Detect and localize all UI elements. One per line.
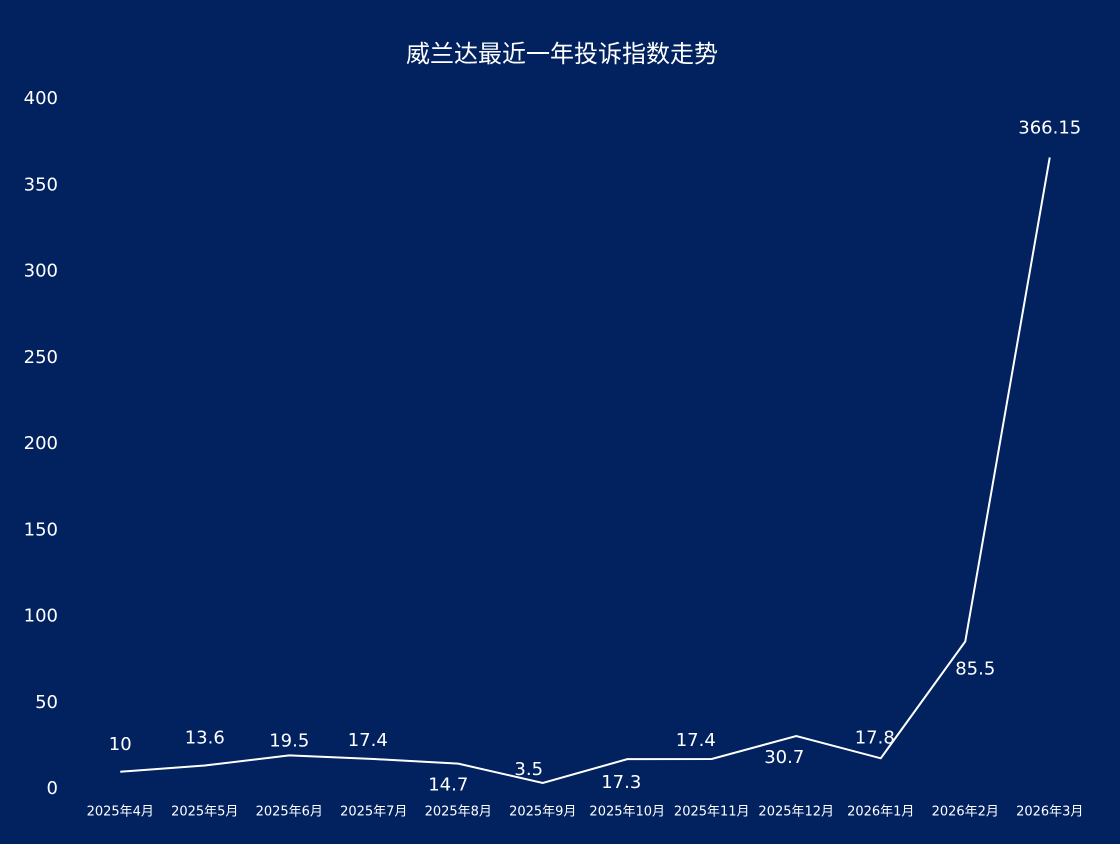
y-tick-label: 0 bbox=[47, 778, 58, 799]
y-tick-label: 300 bbox=[24, 261, 58, 282]
data-label: 17.8 bbox=[855, 727, 895, 748]
data-label: 366.15 bbox=[1018, 117, 1081, 138]
x-tick-label: 2025年9月 bbox=[509, 805, 576, 820]
y-tick-label: 400 bbox=[24, 88, 58, 109]
data-label: 13.6 bbox=[185, 728, 225, 749]
data-label: 3.5 bbox=[514, 759, 543, 780]
x-tick-label: 2025年6月 bbox=[256, 805, 323, 820]
y-tick-label: 200 bbox=[24, 433, 58, 454]
y-tick-label: 350 bbox=[24, 174, 58, 195]
data-label: 14.7 bbox=[428, 775, 468, 796]
data-label: 17.4 bbox=[348, 730, 388, 751]
y-tick-label: 250 bbox=[24, 347, 58, 368]
data-label: 10 bbox=[109, 734, 132, 755]
x-tick-label: 2025年8月 bbox=[425, 805, 492, 820]
x-tick-label: 2025年4月 bbox=[87, 805, 154, 820]
x-tick-label: 2026年1月 bbox=[847, 805, 914, 820]
x-tick-label: 2026年2月 bbox=[932, 805, 999, 820]
y-tick-label: 50 bbox=[35, 692, 58, 713]
data-line bbox=[120, 157, 1051, 784]
chart-title: 威兰达最近一年投诉指数走势 bbox=[406, 40, 718, 68]
x-tick-label: 2025年5月 bbox=[171, 805, 238, 820]
data-label: 30.7 bbox=[764, 747, 804, 768]
x-tick-label: 2025年11月 bbox=[674, 805, 750, 820]
x-tick-label: 2025年12月 bbox=[758, 805, 834, 820]
data-label: 17.3 bbox=[601, 772, 641, 793]
data-label: 85.5 bbox=[955, 659, 995, 680]
data-label: 17.4 bbox=[676, 730, 716, 751]
x-tick-label: 2026年3月 bbox=[1016, 805, 1083, 820]
y-tick-label: 100 bbox=[24, 606, 58, 627]
y-tick-label: 150 bbox=[24, 519, 58, 540]
x-tick-label: 2025年10月 bbox=[589, 805, 665, 820]
x-tick-label: 2025年7月 bbox=[340, 805, 407, 820]
data-label: 19.5 bbox=[269, 730, 309, 751]
